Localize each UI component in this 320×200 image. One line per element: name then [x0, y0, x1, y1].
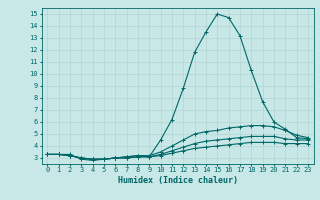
X-axis label: Humidex (Indice chaleur): Humidex (Indice chaleur) [118, 176, 237, 185]
